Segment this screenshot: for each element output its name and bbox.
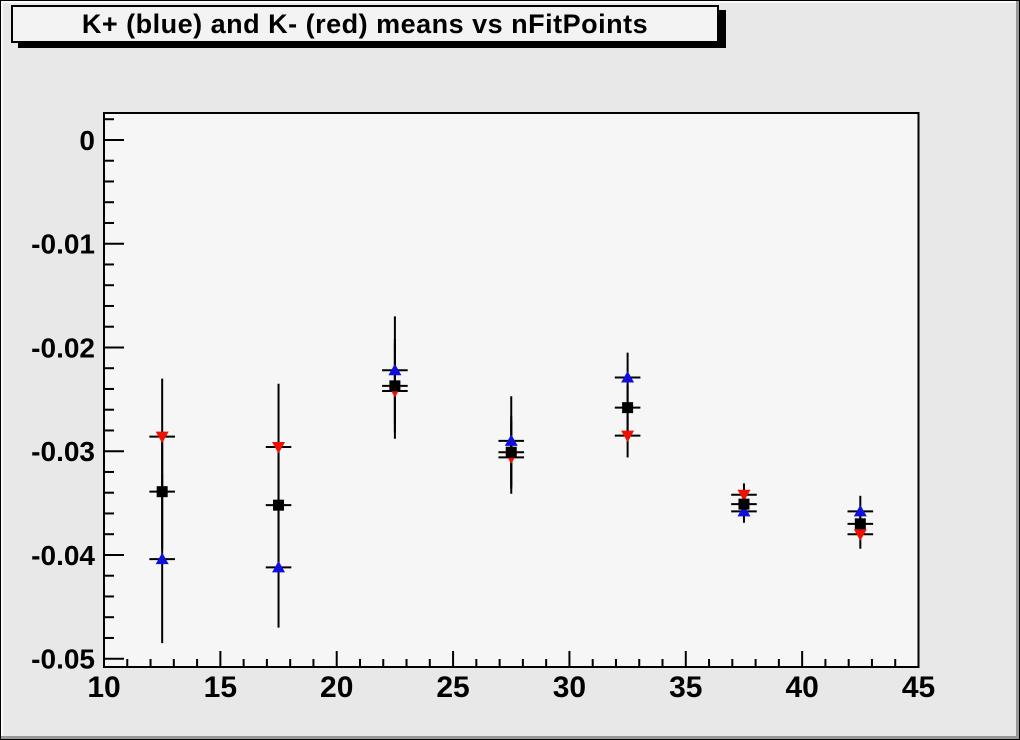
marker-triangle-up <box>504 434 518 446</box>
y-axis-tick-label: -0.05 <box>31 644 95 675</box>
marker-triangle-up <box>621 371 635 383</box>
marker-triangle-up <box>272 560 286 573</box>
marker-square <box>505 446 517 458</box>
chart-title-pave: K+ (blue) and K- (red) means vs nFitPoin… <box>11 5 719 43</box>
x-axis-tick-label: 25 <box>436 671 469 704</box>
marker-triangle-up <box>853 504 867 517</box>
x-axis-tick-label: 15 <box>204 671 237 704</box>
y-axis-tick-label: 0 <box>79 125 95 156</box>
marker-triangle-down <box>621 430 635 443</box>
x-axis-tick-label: 35 <box>669 671 702 704</box>
x-axis-tick-label: 40 <box>785 671 818 704</box>
y-axis-tick-label: -0.01 <box>31 229 95 260</box>
marker-square <box>273 499 285 511</box>
canvas-bevel-bottom <box>1 736 1019 739</box>
marker-triangle-down <box>737 489 751 502</box>
y-axis-tick-label: -0.03 <box>31 436 95 467</box>
chart-title: K+ (blue) and K- (red) means vs nFitPoin… <box>81 9 649 39</box>
marker-triangle-up <box>388 363 402 376</box>
canvas-bevel-top <box>1 1 1019 3</box>
x-axis-tick-label: 20 <box>320 671 353 704</box>
x-axis-tick-label: 10 <box>87 671 120 704</box>
marker-triangle-down <box>272 442 286 454</box>
marker-square <box>156 486 168 498</box>
canvas-bevel-right <box>1016 1 1019 739</box>
y-axis-tick-label: -0.02 <box>31 332 95 363</box>
marker-triangle-down <box>853 529 867 541</box>
x-axis-tick-label: 30 <box>553 671 586 704</box>
x-axis-tick-label: 45 <box>902 671 935 704</box>
canvas-bevel-left <box>1 1 3 739</box>
marker-square <box>622 402 634 414</box>
marker-square <box>389 380 401 392</box>
y-axis-tick-label: -0.04 <box>31 540 95 571</box>
marker-triangle-up <box>737 504 751 517</box>
plot-frame <box>103 112 920 668</box>
marker-triangle-up <box>155 552 169 565</box>
marker-triangle-down <box>155 431 169 444</box>
marker-square <box>738 498 750 510</box>
marker-square <box>854 518 866 530</box>
